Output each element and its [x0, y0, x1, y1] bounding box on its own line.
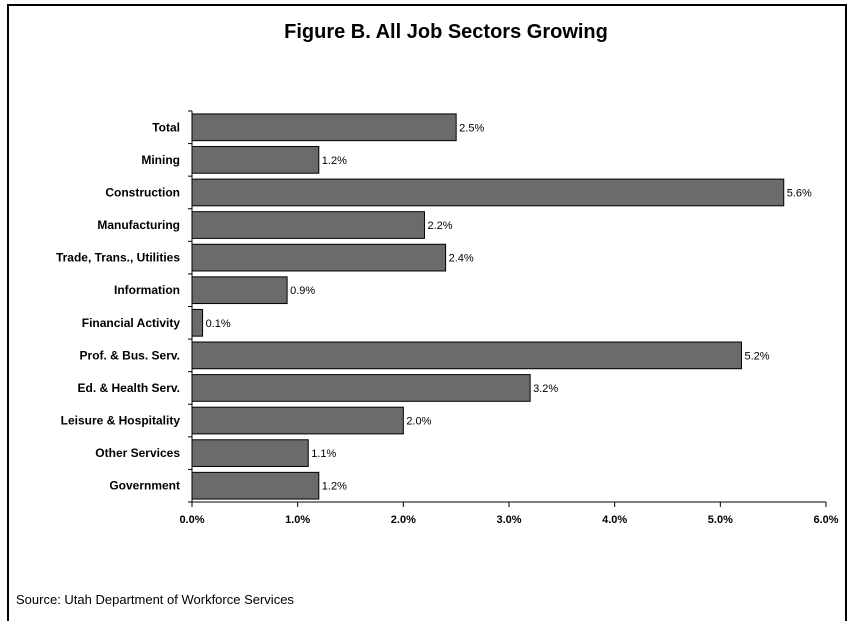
category-label: Financial Activity: [82, 316, 181, 330]
category-label: Leisure & Hospitality: [61, 414, 181, 428]
source-note: Source: Utah Department of Workforce Ser…: [16, 592, 294, 607]
bar: [191, 374, 531, 402]
x-tick-label: 6.0%: [813, 514, 838, 526]
category-label: Total: [152, 120, 180, 134]
data-label: 2.5%: [459, 122, 484, 134]
data-label: 0.9%: [290, 285, 315, 297]
x-tick-label: 3.0%: [496, 514, 521, 526]
category-label: Other Services: [95, 446, 180, 460]
category-label: Prof. & Bus. Serv.: [80, 348, 180, 362]
category-label: Trade, Trans., Utilities: [56, 251, 180, 265]
x-tick-label: 5.0%: [708, 514, 733, 526]
category-label: Manufacturing: [97, 218, 180, 232]
data-label: 2.0%: [406, 416, 431, 428]
bar: [191, 243, 447, 272]
category-label: Information: [114, 283, 180, 297]
category-label: Ed. & Health Serv.: [78, 381, 180, 395]
x-tick-label: 0.0%: [179, 514, 204, 526]
data-label: 2.2%: [427, 220, 452, 232]
category-label: Government: [109, 479, 180, 493]
bar: [191, 341, 742, 370]
data-label: 1.1%: [311, 448, 336, 460]
bar: [191, 406, 404, 435]
data-label: 0.1%: [206, 318, 231, 330]
data-label: 5.6%: [787, 187, 812, 199]
data-label: 3.2%: [533, 383, 558, 395]
axis-layer: Total Mining Construction Manufacturing Trad…: [56, 110, 839, 526]
data-label: 1.2%: [322, 481, 347, 493]
bar: [191, 211, 425, 239]
bar: [191, 178, 785, 207]
bar: [191, 308, 204, 337]
x-tick-label: 2.0%: [391, 514, 416, 526]
category-label: Construction: [105, 185, 180, 199]
data-label: 1.2%: [322, 155, 347, 167]
bars-layer: 2.5% 1.2% 5.6% 2.2% 2.4% 0.9% 0.1% 5.2% 3.2% 2.0%…: [191, 113, 812, 500]
chart-title: Figure B. All Job Sectors Growing: [284, 21, 608, 43]
bar: [191, 439, 309, 467]
x-tick-label: 4.0%: [602, 514, 627, 526]
bar: [191, 146, 320, 174]
bar: [191, 276, 288, 305]
chart-frame: [7, 4, 847, 621]
category-label: Mining: [141, 153, 180, 167]
data-label: 5.2%: [744, 350, 769, 362]
bar: [191, 113, 457, 142]
x-tick-label: 1.0%: [285, 514, 310, 526]
bar: [191, 471, 320, 500]
data-label: 2.4%: [449, 253, 474, 265]
